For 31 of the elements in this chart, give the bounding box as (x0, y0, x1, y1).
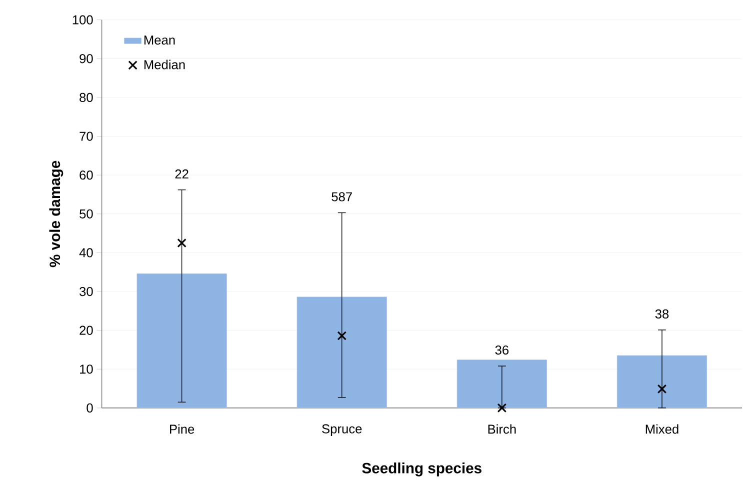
x-axis-title: Seedling species (362, 462, 482, 476)
annotation: 587 (332, 192, 352, 202)
point (337, 330, 346, 340)
y-tick-label: 70 (80, 132, 93, 141)
bar (136, 273, 227, 408)
y-tick-label: 20 (80, 326, 93, 335)
y-tick-label: 50 (80, 209, 93, 218)
annotation: 38 (655, 309, 669, 318)
y-tick-label: 100 (72, 15, 93, 24)
annotation: 36 (495, 345, 509, 354)
x-tick-label: Pine (170, 424, 194, 434)
point (177, 238, 186, 248)
point (497, 403, 507, 412)
x-tick-label: Mixed (646, 424, 678, 434)
legend-label: Median (144, 60, 185, 70)
y-tick-label: 40 (79, 248, 93, 258)
y-tick-label: 30 (80, 286, 93, 296)
y-tick-label: 90 (80, 54, 93, 64)
bar (296, 296, 387, 408)
y-axis-title: % vole damage (49, 160, 64, 267)
point (657, 384, 667, 394)
x-tick-label: Birch (488, 424, 516, 434)
bar (616, 355, 707, 408)
legend-label: Mean (144, 35, 175, 44)
x-tick-label: Spruce (322, 424, 362, 436)
y-tick-label: 60 (80, 170, 93, 180)
bar (456, 359, 547, 408)
y-tick-label: 80 (80, 92, 93, 102)
annotation: 22 (175, 169, 188, 178)
y-tick-label: 0 (86, 403, 93, 412)
y-tick-label: 10 (80, 364, 93, 374)
